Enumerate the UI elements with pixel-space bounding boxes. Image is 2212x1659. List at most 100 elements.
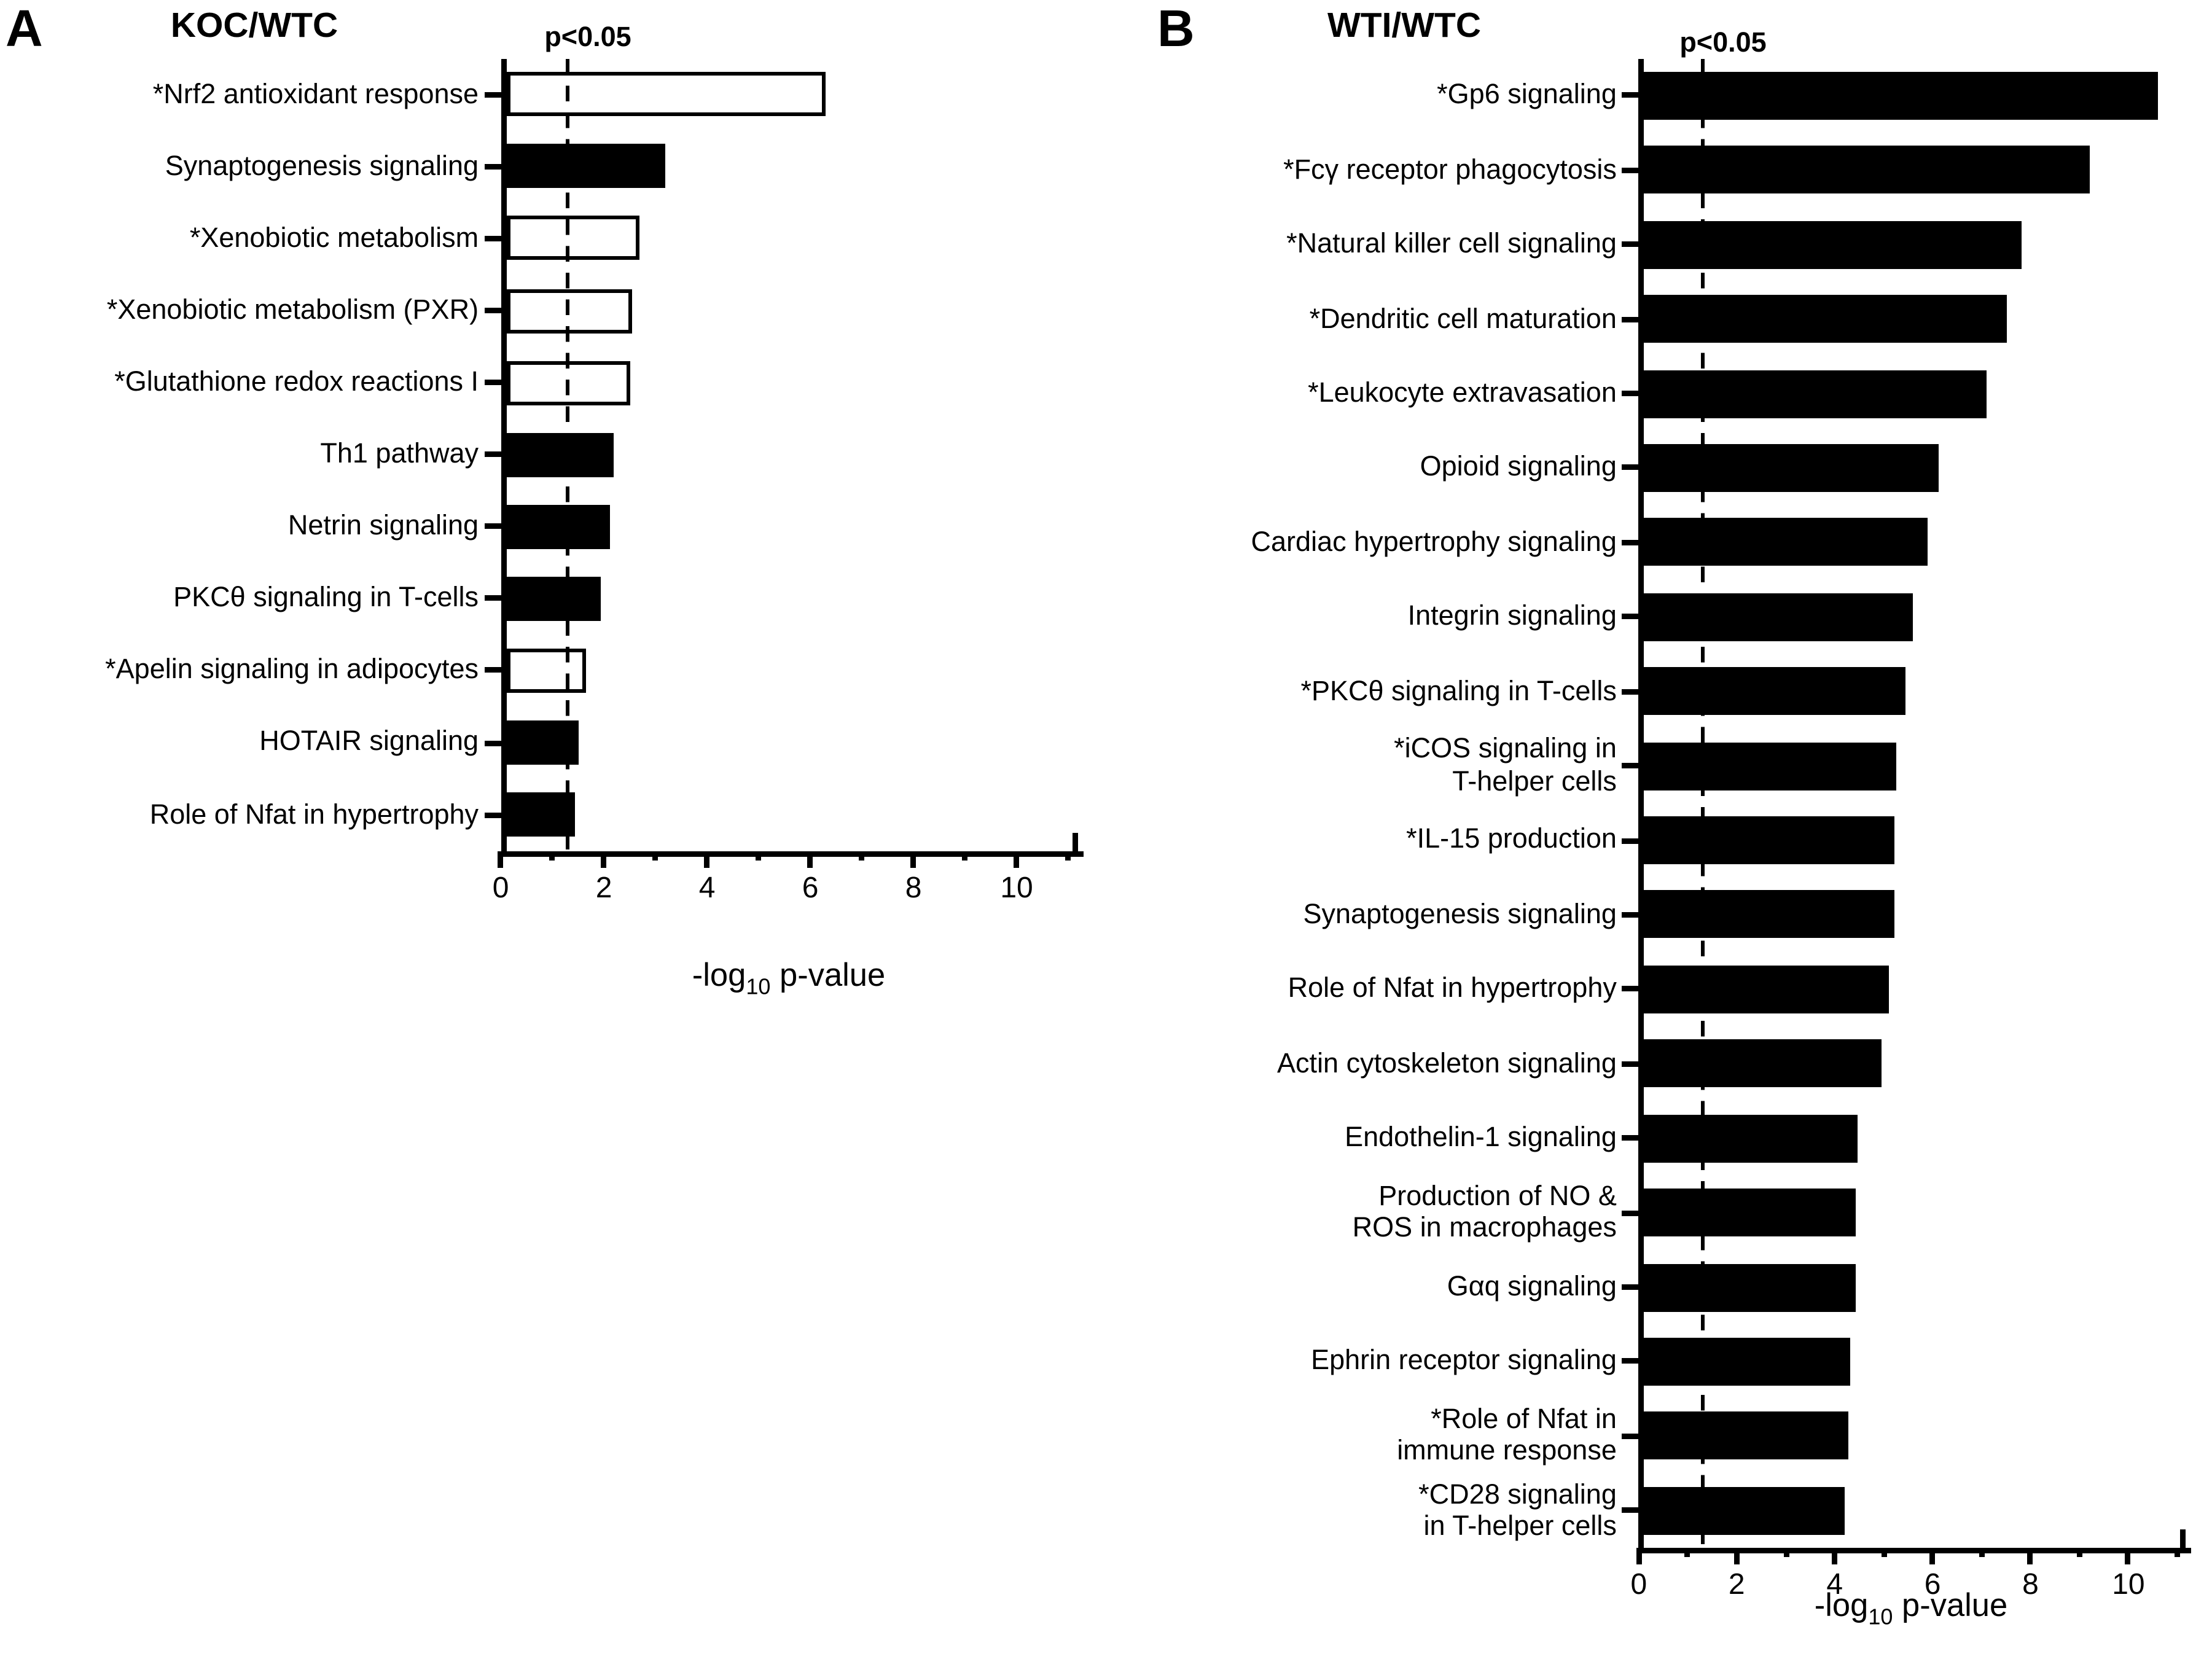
y-axis-tick [484,163,501,170]
category-label: *Role of Nfat in immune response [1397,1404,1617,1468]
y-axis-tick [484,235,501,241]
category-label: *iCOS signaling in T-helper cells [1394,734,1617,797]
category-label: Production of NO & ROS in macrophages [1352,1181,1617,1244]
x-major-tick [910,851,916,868]
category-label: *Fcγ receptor phagocytosis [1283,154,1617,186]
panel-letter-a: A [6,0,43,57]
x-major-tick [807,851,813,868]
category-label: PKCθ signaling in T-cells [173,582,479,614]
category-label: HOTAIR signaling [259,727,479,759]
x-minor-tick [1783,1547,1789,1558]
x-tick-label: 4 [698,873,716,905]
x-major-tick [1014,851,1020,868]
x-major-tick [2125,1547,2132,1564]
x-minor-tick [549,851,555,861]
y-axis-line [1638,58,1644,1548]
category-label: Synaptogenesis signaling [165,150,479,182]
y-axis-tick [1622,465,1639,471]
panel-letter-b: B [1157,0,1195,57]
category-label: *Xenobiotic metabolism [189,222,479,254]
bar [1644,741,1897,790]
bar [1644,1337,1850,1386]
y-axis-line [501,58,507,851]
x-minor-tick [1685,1547,1691,1558]
x-major-tick [601,851,607,868]
category-label: Cardiac hypertrophy signaling [1251,526,1617,558]
category-label: *CD28 signaling in T-helper cells [1418,1478,1617,1542]
x-tick-label: 10 [2112,1569,2145,1601]
panel-title-wti-wtc: WTI/WTC [1327,7,1482,46]
bar [506,576,602,621]
category-label: *Natural killer cell signaling [1286,228,1617,260]
y-axis-tick [484,668,501,674]
x-minor-tick [1979,1547,1985,1558]
x-tick-label: 0 [492,873,509,905]
y-axis-tick [484,596,501,602]
x-axis-title-a-prefix: -log [692,956,746,993]
x-axis-line [501,851,1084,857]
x-minor-tick [962,851,968,861]
bar [1644,593,1914,641]
threshold-label-b: p<0.05 [1679,28,1767,59]
category-label: Actin cytoskeleton signaling [1277,1047,1617,1079]
bar [506,144,666,189]
category-label: Synaptogenesis signaling [1303,899,1617,931]
y-axis-tick [1622,316,1639,322]
x-axis-title-a-suffix: p-value [770,956,886,993]
y-axis-tick [484,451,501,458]
y-axis-tick [484,523,501,529]
x-axis-title-a: -log10 p-value [692,956,885,1000]
bar [506,432,615,477]
y-axis-tick [484,92,501,98]
bar [1644,443,1939,492]
x-major-tick [704,851,710,868]
x-tick-label: 6 [1924,1569,1941,1601]
category-label: *Xenobiotic metabolism (PXR) [106,294,479,326]
category-label: Th1 pathway [320,439,479,470]
category-label: Role of Nfat in hypertrophy [1288,973,1617,1005]
y-axis-tick [1622,391,1639,397]
category-label: Role of Nfat in hypertrophy [149,798,479,830]
category-label: Integrin signaling [1407,601,1617,633]
category-label: Gαq signaling [1447,1271,1617,1303]
y-axis-tick [1622,1061,1639,1067]
y-axis-tick [1622,1209,1639,1216]
panel-title-koc-wtc: KOC/WTC [170,7,338,46]
x-tick-label: 8 [905,873,922,905]
category-label: *Nrf2 antioxidant response [152,78,479,110]
bar [1644,146,2090,194]
bar [1644,1486,1845,1535]
category-label: *Glutathione redox reactions I [114,366,479,398]
bar [1644,1412,1848,1461]
bar [1644,295,2007,343]
x-major-tick [2028,1547,2034,1564]
y-axis-tick [484,740,501,746]
category-label: Ephrin receptor signaling [1311,1345,1617,1377]
bar [1644,891,1894,939]
category-label: *PKCθ signaling in T-cells [1300,675,1617,707]
x-axis-title-a-sub: 10 [746,974,771,1000]
bar [1644,816,1894,865]
bar [1644,965,1890,1013]
threshold-dashed-line [1700,58,1705,1550]
y-axis-tick [1622,241,1639,248]
x-tick-label: 10 [1000,873,1033,905]
y-axis-tick [1622,689,1639,695]
x-axis-end-cap [2179,1529,2185,1553]
y-axis-tick [1622,539,1639,545]
bar [506,216,641,261]
bar [1644,1039,1882,1088]
category-label: *Gp6 signaling [1437,79,1617,111]
y-axis-tick [1622,837,1639,843]
y-axis-tick [484,380,501,386]
bar [506,504,610,549]
x-tick-label: 6 [802,873,819,905]
y-axis-tick [1622,1284,1639,1290]
y-axis-tick [484,308,501,313]
x-major-tick [1929,1547,1936,1564]
bar [1644,667,1907,716]
bar [506,792,576,837]
